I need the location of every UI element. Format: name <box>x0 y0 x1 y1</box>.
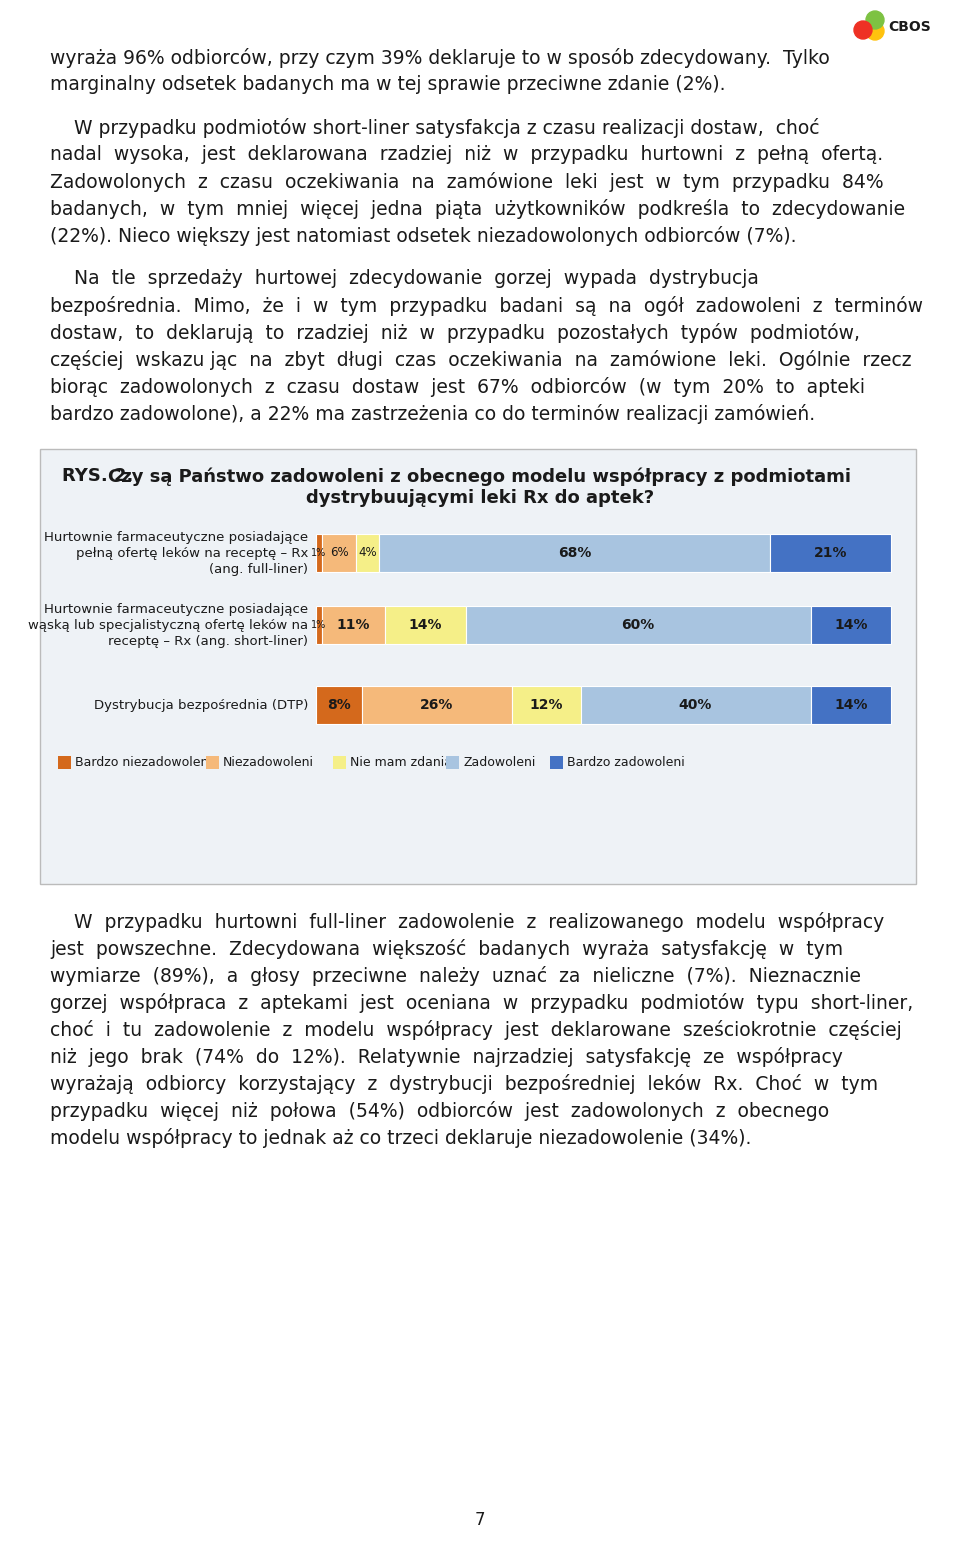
Text: dostaw,  to  deklarują  to  rzadziej  niż  w  przypadku  pozostałych  typów  pod: dostaw, to deklarują to rzadziej niż w p… <box>50 323 860 343</box>
Text: 1%: 1% <box>311 620 326 630</box>
Text: jest  powszechne.  Zdecydowana  większość  badanych  wyraża  satysfakcję  w  tym: jest powszechne. Zdecydowana większość b… <box>50 938 843 959</box>
Circle shape <box>866 22 884 40</box>
Text: 14%: 14% <box>834 698 868 712</box>
Text: Nie mam zdania: Nie mam zdania <box>350 757 452 769</box>
Text: gorzej  współpraca  z  aptekami  jest  oceniana  w  przypadku  podmiotów  typu  : gorzej współpraca z aptekami jest ocenia… <box>50 993 913 1013</box>
Text: Bardzo zadowoleni: Bardzo zadowoleni <box>567 757 684 769</box>
Text: niż  jego  brak  (74%  do  12%).  Relatywnie  najrzadziej  satysfakcję  ze  wspó: niż jego brak (74% do 12%). Relatywnie n… <box>50 1047 843 1067</box>
Bar <box>316 534 322 572</box>
Text: bardzo zadowolone), a 22% ma zastrzeżenia co do terminów realizacji zamówień.: bardzo zadowolone), a 22% ma zastrzeżeni… <box>50 403 815 423</box>
Bar <box>322 606 385 644</box>
Text: 26%: 26% <box>420 698 453 712</box>
Bar <box>385 606 466 644</box>
Text: Niezadowoleni: Niezadowoleni <box>223 757 314 769</box>
Bar <box>810 686 891 724</box>
Bar <box>466 606 810 644</box>
FancyBboxPatch shape <box>40 448 916 884</box>
Text: receptę – Rx (ang. short-liner): receptę – Rx (ang. short-liner) <box>108 634 308 647</box>
Bar <box>512 686 581 724</box>
Bar <box>379 534 770 572</box>
Text: 21%: 21% <box>814 546 848 560</box>
Text: wyrażają  odbiorcy  korzystający  z  dystrybucji  bezpośredniej  leków  Rx.  Cho: wyrażają odbiorcy korzystający z dystryb… <box>50 1073 878 1093</box>
Text: 4%: 4% <box>358 546 377 560</box>
Text: Dystrybucja bezpośrednia (DTP): Dystrybucja bezpośrednia (DTP) <box>94 698 308 712</box>
Text: 11%: 11% <box>337 617 371 631</box>
Text: Hurtownie farmaceutyczne posiadające: Hurtownie farmaceutyczne posiadające <box>44 530 308 543</box>
Circle shape <box>866 11 884 29</box>
Bar <box>58 755 71 768</box>
Bar <box>362 686 512 724</box>
Text: choć  i  tu  zadowolenie  z  modelu  współpracy  jest  deklarowane  sześciokrotn: choć i tu zadowolenie z modelu współprac… <box>50 1021 901 1041</box>
Text: modelu współpracy to jednak aż co trzeci deklaruje niezadowolenie (34%).: modelu współpracy to jednak aż co trzeci… <box>50 1128 752 1148</box>
Text: Czy są Państwo zadowoleni z obecnego modelu współpracy z podmiotami: Czy są Państwo zadowoleni z obecnego mod… <box>108 467 852 485</box>
Text: 8%: 8% <box>327 698 350 712</box>
Bar <box>206 755 219 768</box>
Text: 14%: 14% <box>409 617 442 631</box>
Text: wyraża 96% odbiorców, przy czym 39% deklaruje to w sposób zdecydowany.  Tylko: wyraża 96% odbiorców, przy czym 39% dekl… <box>50 48 829 68</box>
Text: 12%: 12% <box>529 698 563 712</box>
Text: Hurtownie farmaceutyczne posiadające: Hurtownie farmaceutyczne posiadające <box>44 602 308 616</box>
Text: Na  tle  sprzedaży  hurtowej  zdecydowanie  gorzej  wypada  dystrybucja: Na tle sprzedaży hurtowej zdecydowanie g… <box>50 268 758 288</box>
Text: W  przypadku  hurtowni  full-liner  zadowolenie  z  realizowanego  modelu  współ: W przypadku hurtowni full-liner zadowole… <box>50 912 884 932</box>
Text: 1%: 1% <box>311 548 326 558</box>
Text: (ang. full-liner): (ang. full-liner) <box>209 563 308 575</box>
Text: 14%: 14% <box>834 617 868 631</box>
Bar <box>446 755 459 768</box>
Bar <box>333 755 346 768</box>
Bar <box>581 686 810 724</box>
Text: dystrybuującymi leki Rx do aptek?: dystrybuującymi leki Rx do aptek? <box>306 489 654 507</box>
Bar <box>550 755 563 768</box>
Circle shape <box>854 22 872 39</box>
Text: 7: 7 <box>475 1511 485 1529</box>
Text: wąską lub specjalistyczną ofertę leków na: wąską lub specjalistyczną ofertę leków n… <box>28 619 308 631</box>
Text: 40%: 40% <box>679 698 712 712</box>
Text: biorąc  zadowolonych  z  czasu  dostaw  jest  67%  odbiorców  (w  tym  20%  to  : biorąc zadowolonych z czasu dostaw jest … <box>50 377 865 397</box>
Text: wymiarze  (89%),  a  głosy  przeciwne  należy  uznać  za  nieliczne  (7%).  Niez: wymiarze (89%), a głosy przeciwne należy… <box>50 966 861 986</box>
Text: CBOS: CBOS <box>888 20 931 34</box>
Bar <box>316 686 362 724</box>
Text: Zadowoleni: Zadowoleni <box>463 757 536 769</box>
Bar <box>810 606 891 644</box>
Text: 68%: 68% <box>558 546 591 560</box>
Text: Bardzo niezadowoleni: Bardzo niezadowoleni <box>75 757 212 769</box>
Text: bezpośrednia.  Mimo,  że  i  w  tym  przypadku  badani  są  na  ogół  zadowoleni: bezpośrednia. Mimo, że i w tym przypadku… <box>50 296 923 316</box>
Text: pełną ofertę leków na receptę – Rx: pełną ofertę leków na receptę – Rx <box>76 546 308 560</box>
Text: 6%: 6% <box>329 546 348 560</box>
Text: (22%). Nieco większy jest natomiast odsetek niezadowolonych odbiorców (7%).: (22%). Nieco większy jest natomiast odse… <box>50 226 797 247</box>
Text: W przypadku podmiotów short-liner satysfakcja z czasu realizacji dostaw,  choć: W przypadku podmiotów short-liner satysf… <box>50 118 820 138</box>
Bar <box>356 534 379 572</box>
Text: marginalny odsetek badanych ma w tej sprawie przeciwne zdanie (2%).: marginalny odsetek badanych ma w tej spr… <box>50 74 726 95</box>
Bar <box>322 534 356 572</box>
Text: badanych,  w  tym  mniej  więcej  jedna  piąta  użytkowników  podkreśla  to  zde: badanych, w tym mniej więcej jedna piąta… <box>50 199 905 219</box>
Bar <box>770 534 891 572</box>
Text: Zadowolonych  z  czasu  oczekiwania  na  zamówione  leki  jest  w  tym  przypadk: Zadowolonych z czasu oczekiwania na zamó… <box>50 172 883 192</box>
Text: częściej  wskazu jąc  na  zbyt  długi  czas  oczekiwania  na  zamówione  leki.  : częściej wskazu jąc na zbyt długi czas o… <box>50 351 911 371</box>
Text: przypadku  więcej  niż  połowa  (54%)  odbiorców  jest  zadowolonych  z  obecneg: przypadku więcej niż połowa (54%) odbior… <box>50 1101 829 1121</box>
Text: 60%: 60% <box>621 617 655 631</box>
Bar <box>316 606 322 644</box>
Text: nadal  wysoka,  jest  deklarowana  rzadziej  niż  w  przypadku  hurtowni  z  peł: nadal wysoka, jest deklarowana rzadziej … <box>50 144 883 164</box>
Text: RYS. 2.: RYS. 2. <box>62 467 133 485</box>
